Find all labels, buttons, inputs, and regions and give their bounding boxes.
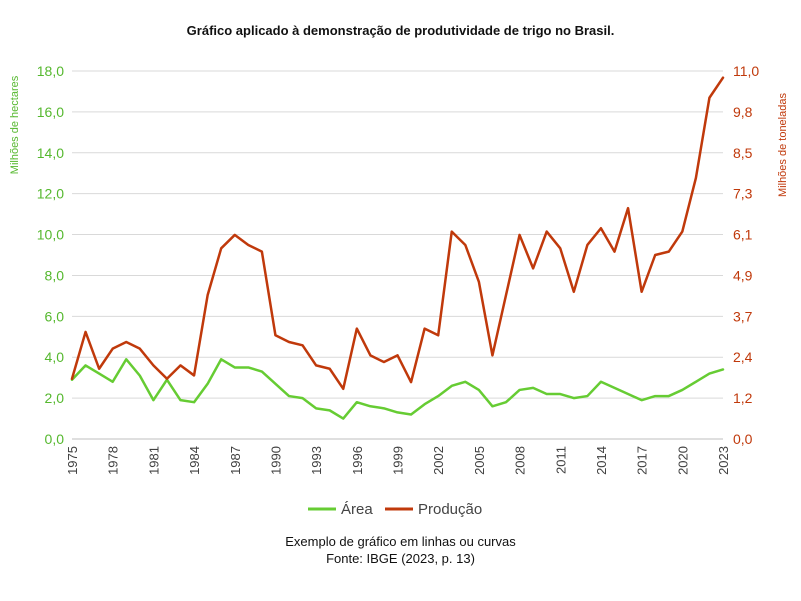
series-lines <box>70 76 725 420</box>
series-line-producao <box>70 76 725 391</box>
x-tick-label: 2023 <box>716 446 731 475</box>
x-tick-label: 2005 <box>472 446 487 475</box>
left-tick-label: 0,0 <box>45 431 65 447</box>
x-tick-label: 2011 <box>553 446 568 474</box>
right-tick-label: 6,1 <box>733 227 753 243</box>
right-tick-label: 2,4 <box>733 349 753 365</box>
right-tick-label: 3,7 <box>733 308 753 324</box>
right-tick-label: 0,0 <box>733 431 753 447</box>
left-tick-label: 8,0 <box>45 267 65 283</box>
right-axis-label: Milhões de toneladas <box>777 93 789 197</box>
x-tick-label: 2020 <box>675 446 690 475</box>
caption-source: Fonte: IBGE (2023, p. 13) <box>326 551 475 566</box>
left-tick-label: 2,0 <box>45 390 65 406</box>
caption-description: Exemplo de gráfico em linhas ou curvas <box>285 534 516 549</box>
x-tick-label: 2017 <box>635 446 650 475</box>
left-axis-label: Milhões de hectares <box>9 75 21 174</box>
x-tick-label: 1999 <box>391 446 406 475</box>
left-tick-label: 18,0 <box>37 63 64 79</box>
left-tick-label: 14,0 <box>37 145 64 161</box>
left-tick-label: 4,0 <box>45 349 65 365</box>
right-axis-ticks: 0,0 1,2 2,4 3,7 4,9 6,1 7,3 8,5 9,8 11,0 <box>733 63 759 447</box>
legend-label-producao: Produção <box>418 501 482 518</box>
x-axis-ticks: 1975 1978 1981 1984 1987 1990 1993 1996 1999 2002… <box>65 446 731 475</box>
legend-label-area: Área <box>341 501 373 518</box>
x-tick-label: 1996 <box>350 446 365 475</box>
x-tick-label: 1987 <box>228 446 243 475</box>
left-tick-label: 16,0 <box>37 104 64 120</box>
right-tick-label: 7,3 <box>733 186 753 202</box>
left-tick-label: 12,0 <box>37 186 64 202</box>
x-tick-label: 2002 <box>431 446 446 475</box>
right-tick-label: 9,8 <box>733 104 753 120</box>
x-tick-label: 2008 <box>513 446 528 475</box>
legend: Área Produção <box>308 501 482 518</box>
x-tick-label: 1984 <box>187 446 202 475</box>
x-tick-label: 1993 <box>309 446 324 475</box>
right-tick-label: 1,2 <box>733 390 753 406</box>
x-tick-label: 1990 <box>268 446 283 475</box>
x-tick-label: 2014 <box>594 446 609 475</box>
right-tick-label: 11,0 <box>733 63 759 79</box>
left-tick-label: 10,0 <box>37 227 64 243</box>
x-tick-label: 1981 <box>146 446 161 475</box>
chart-title: Gráfico aplicado à demonstração de produ… <box>186 23 615 38</box>
right-tick-label: 4,9 <box>733 267 753 283</box>
series-line-area <box>70 358 725 420</box>
left-tick-label: 6,0 <box>45 308 65 324</box>
right-tick-label: 8,5 <box>733 145 753 161</box>
grid-lines <box>72 70 723 440</box>
x-tick-label: 1975 <box>65 446 80 475</box>
x-tick-label: 1978 <box>106 446 121 475</box>
left-axis-ticks: 0,0 2,0 4,0 6,0 8,0 10,0 12,0 14,0 16,0 18,0 <box>37 63 64 447</box>
